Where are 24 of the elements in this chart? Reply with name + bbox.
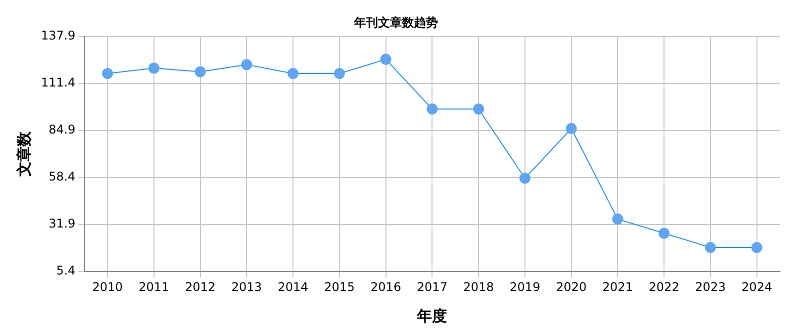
x-tick-label: 2015 xyxy=(324,280,355,294)
x-tick-label: 2019 xyxy=(510,280,540,294)
x-tick-label: 2011 xyxy=(138,280,170,294)
x-tick-label: 2021 xyxy=(602,280,633,294)
y-tick-label: 111.4 xyxy=(40,76,76,90)
x-tick-label: 2016 xyxy=(370,280,402,294)
x-tick-label: 2012 xyxy=(185,280,216,294)
x-tick-label: 2018 xyxy=(463,280,494,294)
x-tick-label: 2014 xyxy=(278,280,308,294)
y-tick-label: 84.9 xyxy=(48,122,76,137)
y-tick-label: 31.9 xyxy=(48,216,76,231)
x-tick-label: 2020 xyxy=(556,280,587,294)
x-axis-title: 年度 xyxy=(416,306,448,325)
x-tick-label: 2010 xyxy=(92,280,123,294)
x-tick-label: 2017 xyxy=(416,280,448,294)
y-tick-label: 58.4 xyxy=(48,170,76,184)
y-tick-label: 137.9 xyxy=(40,28,76,43)
x-tick-label: 2024 xyxy=(742,280,772,294)
y-axis-title: 文章数 xyxy=(14,130,33,178)
chart-title: 年刊文章数趋势 xyxy=(353,15,438,30)
x-tick-label: 2022 xyxy=(648,280,680,294)
x-tick-label: 2023 xyxy=(695,280,726,294)
x-tick-label: 2013 xyxy=(231,280,262,294)
y-tick-label: 5.4 xyxy=(56,264,76,278)
